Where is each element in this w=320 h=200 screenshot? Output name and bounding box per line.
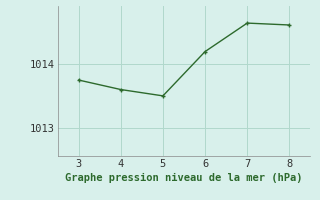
X-axis label: Graphe pression niveau de la mer (hPa): Graphe pression niveau de la mer (hPa) [65,173,303,183]
